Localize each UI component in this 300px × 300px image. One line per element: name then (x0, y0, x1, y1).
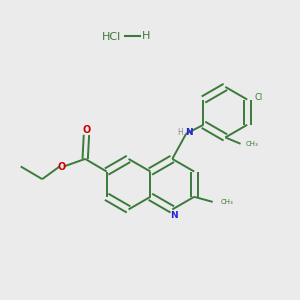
Text: H: H (177, 128, 182, 137)
Text: N: N (185, 128, 193, 137)
Text: HCl: HCl (102, 32, 121, 42)
Text: CH₃: CH₃ (220, 199, 233, 205)
Text: Cl: Cl (255, 93, 263, 102)
Text: CH₃: CH₃ (246, 141, 259, 147)
Text: O: O (57, 162, 65, 172)
Text: H: H (142, 32, 150, 41)
Text: O: O (82, 124, 91, 135)
Text: N: N (170, 212, 178, 220)
